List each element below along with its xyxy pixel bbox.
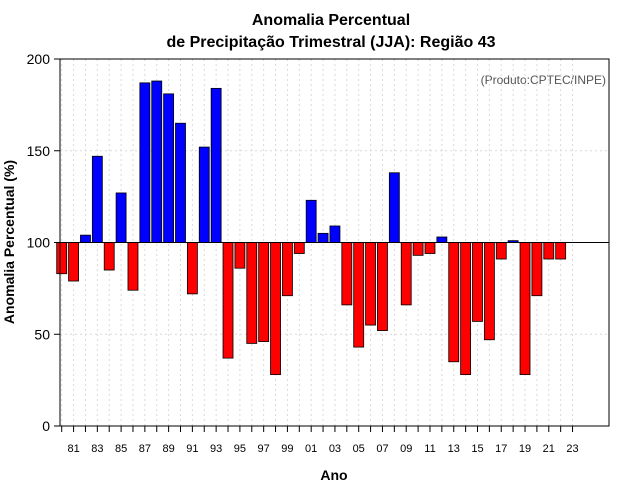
bar-02 (317, 232, 329, 243)
x-tick-label-85: 85 (115, 443, 127, 455)
bar-11 (424, 242, 436, 254)
bar-17 (495, 242, 507, 260)
bar-15 (472, 242, 483, 322)
chart-title-line-1: Anomalia Percentual (252, 12, 410, 29)
x-tick-label-95: 95 (234, 443, 246, 455)
bar-83 (91, 155, 103, 243)
bar-93 (210, 87, 222, 243)
x-tick-label-87: 87 (139, 443, 151, 455)
x-axis-title: Ano (320, 467, 347, 483)
bar-06 (365, 242, 376, 326)
y-tick-label-4: 200 (27, 51, 51, 67)
bar-87 (139, 82, 151, 243)
x-tick-label-97: 97 (258, 443, 270, 455)
bar-21 (543, 242, 555, 260)
bar-13 (448, 242, 460, 363)
bar-96 (246, 242, 258, 344)
x-tick-label-07: 07 (376, 443, 388, 455)
bar-95 (234, 242, 246, 269)
bar-97 (258, 242, 270, 342)
y-tick-label-3: 150 (27, 143, 51, 159)
x-tick-label-17: 17 (495, 443, 507, 455)
bar-91 (186, 242, 198, 295)
x-tick-label-19: 19 (519, 443, 531, 455)
bar-88 (151, 80, 163, 243)
bar-03 (329, 225, 341, 243)
bar-82 (80, 234, 91, 243)
x-tick-label-11: 11 (424, 443, 435, 455)
bars-group (56, 80, 567, 376)
x-tick-label-01: 01 (305, 443, 317, 455)
bar-07 (377, 242, 388, 331)
y-tick-label-2: 100 (27, 235, 51, 251)
bar-80 (56, 242, 68, 275)
bar-09 (400, 242, 412, 306)
x-tick-label-93: 93 (210, 443, 222, 455)
bar-05 (353, 242, 365, 348)
y-tick-label-0: 0 (42, 418, 50, 434)
chart-title-line-2: de Precipitação Trimestral (JJA): Região… (166, 34, 495, 51)
x-tick-label-15: 15 (471, 443, 483, 455)
bar-19 (519, 242, 531, 376)
y-axis: 0 50 100 150 200 (27, 51, 60, 434)
bar-81 (68, 242, 79, 282)
bar-04 (341, 242, 353, 306)
bar-00 (293, 242, 305, 254)
y-tick-label-1: 50 (34, 326, 50, 342)
x-tick-label-91: 91 (186, 443, 198, 455)
y-axis-title: Anomalia Percentual (%) (1, 160, 17, 324)
x-tick-label-21: 21 (543, 443, 555, 455)
x-tick-label-23: 23 (566, 443, 578, 455)
bar-85 (115, 192, 127, 243)
x-tick-label-05: 05 (353, 443, 365, 455)
x-tick-label-83: 83 (91, 443, 103, 455)
x-tick-label-09: 09 (400, 443, 412, 455)
bar-12 (436, 236, 448, 243)
bar-90 (175, 122, 186, 243)
bar-84 (103, 242, 115, 271)
x-tick-label-13: 13 (448, 443, 460, 455)
x-axis: 81 83 85 87 89 91 93 95 97 99 01 03 05 07 09 11 13 15 17 19… (61, 426, 579, 455)
x-tick-label-03: 03 (329, 443, 341, 455)
bar-20 (531, 242, 543, 297)
bar-01 (305, 199, 317, 243)
x-tick-label-81: 81 (67, 443, 79, 455)
bar-92 (198, 146, 210, 243)
bar-89 (163, 93, 175, 243)
bar-86 (127, 242, 139, 291)
x-tick-label-99: 99 (281, 443, 293, 455)
bar-94 (222, 242, 234, 359)
bar-08 (388, 172, 400, 243)
bar-10 (412, 242, 424, 256)
product-credit: (Produto:CPTEC/INPE) (481, 73, 606, 87)
bar-98 (270, 242, 281, 376)
x-tick-label-89: 89 (162, 443, 174, 455)
bar-16 (483, 242, 495, 341)
bar-99 (282, 242, 293, 297)
bar-14 (460, 242, 472, 376)
bar-22 (555, 242, 567, 260)
